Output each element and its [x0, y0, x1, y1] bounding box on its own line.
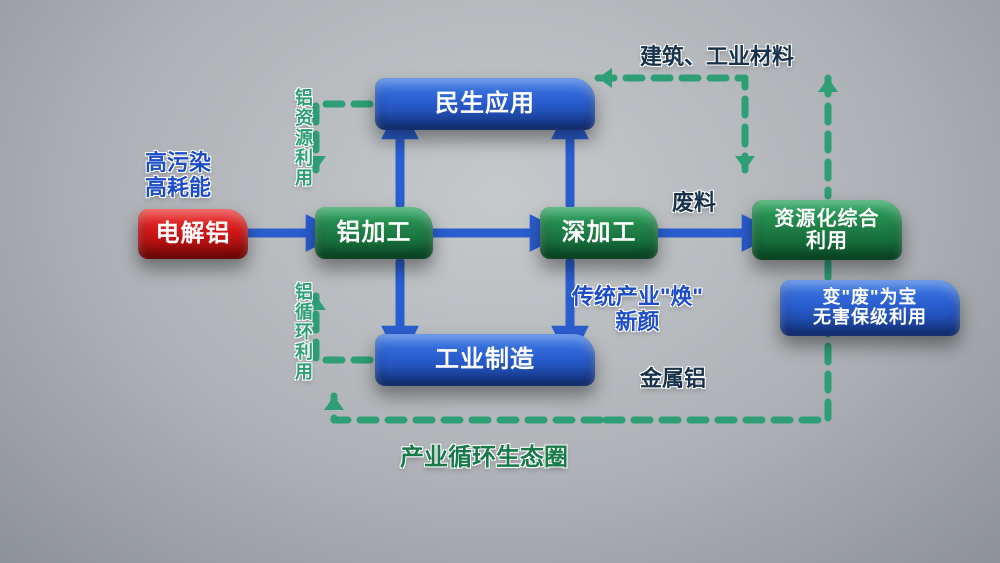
label-l_jinshu: 金属铝: [640, 366, 706, 391]
node-n_ziyuan: 资源化综合 利用: [752, 200, 902, 260]
vlabel-vl_xunhuan: 铝循环利用: [290, 282, 316, 382]
diagram-stage: 电解铝 铝加工 深加工 民生应用工业制造 资源化综合 利用变"废"为宝 无害保级利用 高污…: [0, 0, 1000, 563]
node-n_dianjielv: 电解铝: [138, 209, 248, 259]
label-l_shengtai: 产业循环生态圈: [400, 444, 568, 472]
label-l_jianzhu: 建筑、工业材料: [640, 44, 794, 69]
vlabel-vl_ziyuan: 铝资源利用: [290, 88, 316, 188]
node-n_shenjiagong: 深加工: [540, 207, 658, 259]
label-l_feiliao: 废料: [672, 190, 716, 215]
node-n_minsheng: 民生应用: [375, 78, 595, 130]
node-n_bianfei: 变"废"为宝 无害保级利用: [780, 280, 960, 336]
label-l_chuantong: 传统产业"焕" 新颜: [572, 284, 703, 335]
label-l_gaowuran: 高污染 高耗能: [145, 150, 211, 201]
node-n_lvjiagong: 铝加工: [315, 207, 433, 259]
node-n_gongye: 工业制造: [375, 334, 595, 386]
